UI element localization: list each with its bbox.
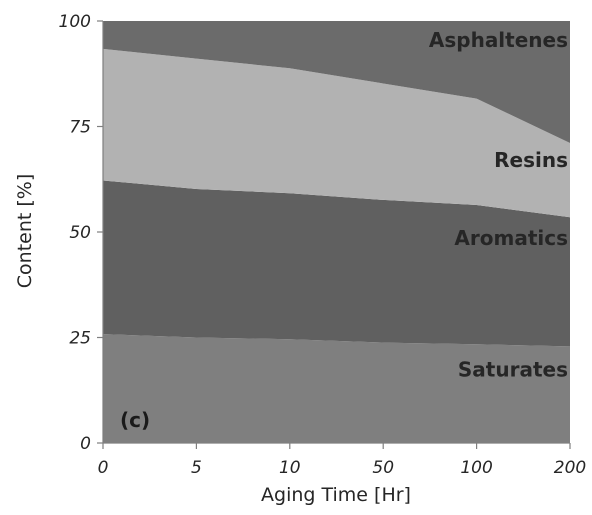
x-tick-label: 0 [98,458,109,478]
x-tick-label: 10 [279,458,301,478]
y-tick-label: 75 [69,118,91,138]
area-aromatics [103,180,570,347]
area-asphaltenes [103,21,570,143]
y-tick-label: 100 [59,12,91,32]
series-labels: Saturates Aromatics Resins Asphaltenes [429,28,568,381]
area-bands [103,21,570,443]
series-label-saturates: Saturates [458,357,568,381]
y-tick-label: 25 [69,329,91,349]
series-label-asphaltenes: Asphaltenes [429,28,568,52]
x-axis-title: Aging Time [Hr] [261,484,411,506]
x-tick-label: 5 [191,458,202,478]
x-tick-label: 100 [460,458,492,478]
axes [97,20,571,449]
y-tick-label: 0 [80,434,91,454]
series-label-resins: Resins [494,148,568,172]
x-tick-label: 50 [372,458,394,478]
series-label-aromatics: Aromatics [454,226,568,250]
y-tick-label: 50 [69,223,91,243]
x-tick-label: 200 [554,458,586,478]
area-saturates [103,334,570,443]
tick-labels: 0 25 50 75 100 0 5 10 50 100 200 [59,12,587,478]
panel-label: (c) [120,408,150,432]
area-resins [103,48,570,218]
y-axis-title: Content [%] [14,174,36,288]
